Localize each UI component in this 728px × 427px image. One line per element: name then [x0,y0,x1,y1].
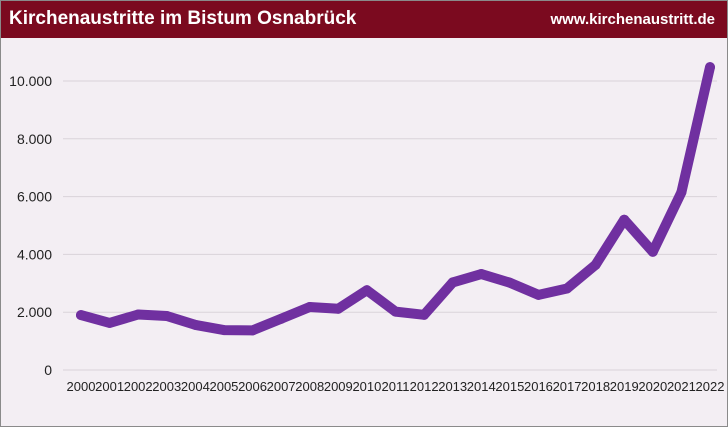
x-tick-label: 2016 [524,379,553,394]
website-label: www.kirchenaustritt.de [550,11,715,28]
title-bar: Kirchenaustritte im Bistum Osnabrück www… [1,1,727,38]
data-point [361,285,372,296]
series-line [76,62,715,336]
x-tick-label: 2018 [581,379,610,394]
data-point [533,289,544,300]
x-tick-label: 2011 [382,379,410,394]
data-point [276,313,287,324]
x-tick-label: 2019 [610,379,639,394]
data-point [447,277,458,288]
x-tick-label: 2022 [696,379,725,394]
data-point [218,325,229,336]
x-tick-label: 2002 [124,379,153,394]
data-point [247,325,258,336]
chart-title: Kirchenaustritte im Bistum Osnabrück [9,8,357,29]
data-point [647,246,658,257]
x-tick-label: 2000 [67,379,96,394]
x-tick-label: 2001 [95,379,124,394]
x-tick-label: 2005 [209,379,238,394]
y-tick-label: 0 [44,362,52,378]
data-point [590,259,601,270]
data-point [190,319,201,330]
x-tick-label: 2006 [238,379,267,394]
data-point [333,303,344,314]
data-point [76,310,86,321]
data-point [419,309,430,320]
x-tick-label: 2017 [553,379,582,394]
x-tick-label: 2003 [152,379,181,394]
y-tick-label: 8.000 [17,131,52,147]
data-point [562,283,573,294]
data-point [304,301,315,312]
y-tick-label: 4.000 [17,246,52,262]
x-tick-label: 2014 [467,379,496,394]
x-tick-label: 2004 [181,379,210,394]
data-point [161,310,172,321]
x-tick-label: 2010 [352,379,381,394]
y-tick-label: 6.000 [17,189,52,205]
x-tick-label: 2021 [667,379,696,394]
data-point [619,214,630,225]
data-point [476,269,487,280]
data-point [390,306,401,317]
x-tick-label: 2013 [438,379,467,394]
x-tick-label: 2020 [638,379,667,394]
data-point [705,62,715,73]
x-tick-label: 2007 [267,379,296,394]
x-tick-label: 2015 [495,379,524,394]
x-tick-label: 2009 [324,379,353,394]
x-tick-label: 2008 [295,379,324,394]
y-tick-label: 10.000 [9,73,52,89]
data-point [133,309,144,320]
x-tick-label: 2012 [410,379,439,394]
data-point [504,277,515,288]
y-tick-label: 2.000 [17,304,52,320]
data-point [104,317,115,328]
data-point [676,187,687,198]
